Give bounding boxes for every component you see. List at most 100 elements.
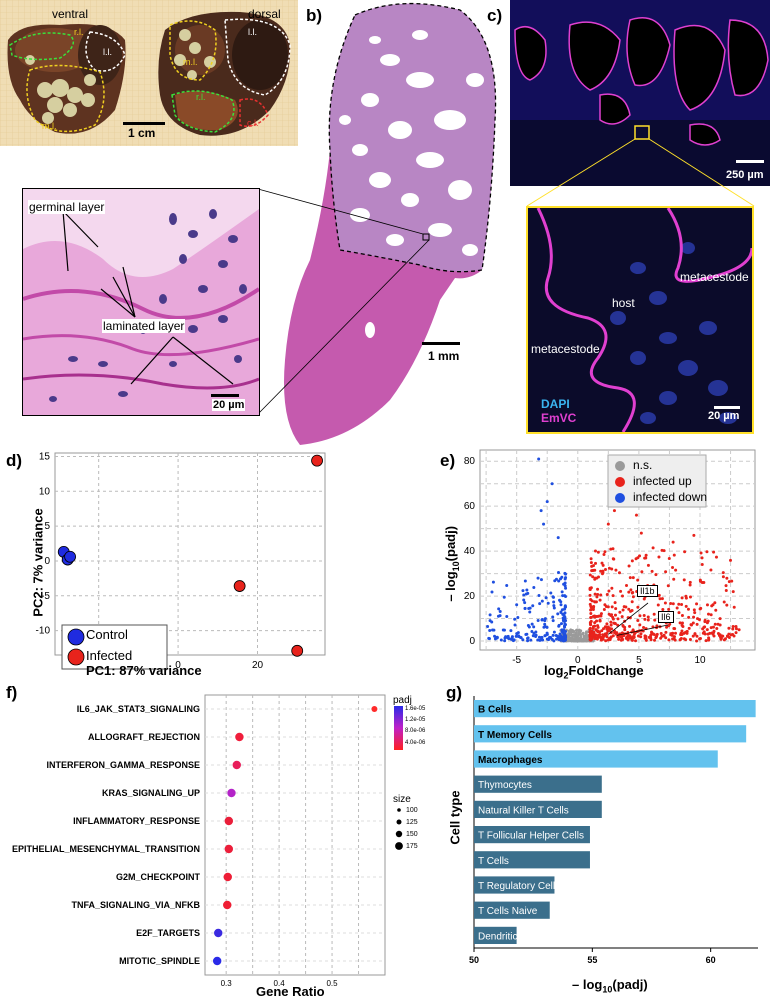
volcano-point-up (724, 584, 728, 588)
volcano-point-up (624, 605, 628, 609)
volcano-point-up (655, 632, 659, 636)
volcano-point-up (695, 622, 699, 626)
volcano-point-up (650, 569, 654, 573)
pca-ytick-label: -10 (36, 626, 51, 637)
volcano-point-up (601, 637, 605, 641)
volcano-point-up (611, 557, 615, 561)
volcano-point-up (643, 617, 647, 621)
volcano-point-up (698, 637, 702, 641)
volcano-point-up (705, 603, 709, 607)
volcano-point-up (603, 550, 607, 554)
volcano-point-down (563, 611, 567, 615)
volcano-point-up (680, 629, 684, 633)
volcano-point-down (536, 576, 540, 580)
volcano-point-up (657, 555, 661, 559)
volcano-point-up (701, 631, 705, 635)
pca-ytick-label: 10 (39, 486, 51, 497)
volcano-point-down (490, 590, 494, 594)
volcano-point-up (709, 613, 713, 617)
volcano-point-up (642, 597, 646, 601)
volcano-point-up (708, 631, 712, 635)
pca-ytick-label: -5 (41, 591, 50, 602)
volcano-point-up (629, 588, 633, 592)
volcano-point-up (630, 559, 634, 563)
dotplot-xtick-label: 0.4 (274, 979, 286, 988)
host-label: host (612, 296, 635, 310)
volcano-point-down (559, 638, 563, 642)
volcano-point-up (674, 631, 678, 635)
volcano-point-up (660, 597, 664, 601)
volcano-point-up (636, 618, 640, 622)
volcano-point-up (592, 630, 596, 634)
volcano-point-down (552, 630, 556, 634)
volcano-point-down (560, 575, 564, 579)
volcano-point-up (604, 639, 608, 643)
volcano-point-up (598, 598, 602, 602)
volcano-point-up (659, 631, 663, 635)
volcano-point-up (646, 615, 650, 619)
celltype-bar (474, 750, 718, 768)
volcano-point-up (695, 602, 699, 606)
volcano-point-up (613, 621, 617, 625)
panel-c-fluorescence (510, 0, 770, 186)
pathway-dot (223, 900, 232, 910)
volcano-point-up (603, 603, 607, 607)
volcano-point-up (660, 548, 664, 552)
volcano-legend-swatch-down (615, 493, 625, 503)
volcano-point-ns (575, 628, 579, 632)
volcano-point-down (529, 638, 533, 642)
volcano-point-up (689, 623, 693, 627)
volcano-point-up (692, 533, 696, 537)
volcano-point-down (491, 628, 495, 632)
volcano-point-up (596, 575, 600, 579)
volcano-point-down (564, 594, 568, 598)
volcano-point-up (698, 578, 702, 582)
volcano-point-up (620, 615, 624, 619)
volcano-point-up (662, 633, 666, 637)
volcano-point-down (547, 638, 551, 642)
volcano-point-up (680, 621, 684, 625)
volcano-point-down (559, 622, 563, 626)
volcano-point-up (639, 591, 643, 595)
volcano-point-down (549, 591, 553, 595)
volcano-ytick-label: 40 (464, 546, 476, 557)
pathway-label: E2F_TARGETS (136, 928, 200, 938)
volcano-point-up (602, 553, 606, 557)
volcano-point-up (680, 613, 684, 617)
volcano-point-up (646, 618, 650, 622)
volcano-point-down (505, 583, 509, 587)
celltype-bar-label: Dendritic Cells (478, 931, 542, 942)
volcano-point-up (599, 593, 603, 597)
volcano-point-ns (578, 632, 582, 636)
volcano-point-up (729, 558, 733, 562)
volcano-point-up (621, 608, 625, 612)
volcano-point-up (609, 614, 613, 618)
volcano-point-ns (582, 639, 586, 642)
volcano-point-down (540, 618, 544, 622)
panel-e-letter: e) (440, 451, 456, 470)
volcano-point-down (497, 607, 501, 611)
panel-b-histology (270, 0, 510, 450)
volcano-point-down (522, 598, 526, 602)
volcano-point-down (540, 599, 544, 603)
volcano-point-down (537, 457, 541, 461)
volcano-point-up (716, 622, 720, 626)
celltype-bar-label: B Cells (478, 705, 512, 716)
volcano-point-up (651, 546, 655, 550)
volcano-point-down (551, 615, 555, 619)
pathway-dot (224, 816, 234, 826)
volcano-point-up (664, 630, 668, 634)
volcano-point-up (646, 584, 650, 588)
volcano-point-down (504, 635, 508, 639)
volcano-point-up (691, 621, 695, 625)
panel-b-letter: b) (306, 6, 323, 25)
volcano-point-ns (572, 639, 576, 643)
volcano-point-up (678, 621, 682, 625)
volcano-point-down (487, 637, 491, 641)
volcano-point-ns (567, 639, 570, 643)
volcano-point-up (590, 564, 594, 568)
volcano-point-up (594, 561, 598, 565)
volcano-point-up (600, 561, 604, 565)
volcano-point-up (732, 605, 736, 609)
volcano-xtick-label: -5 (512, 655, 521, 666)
